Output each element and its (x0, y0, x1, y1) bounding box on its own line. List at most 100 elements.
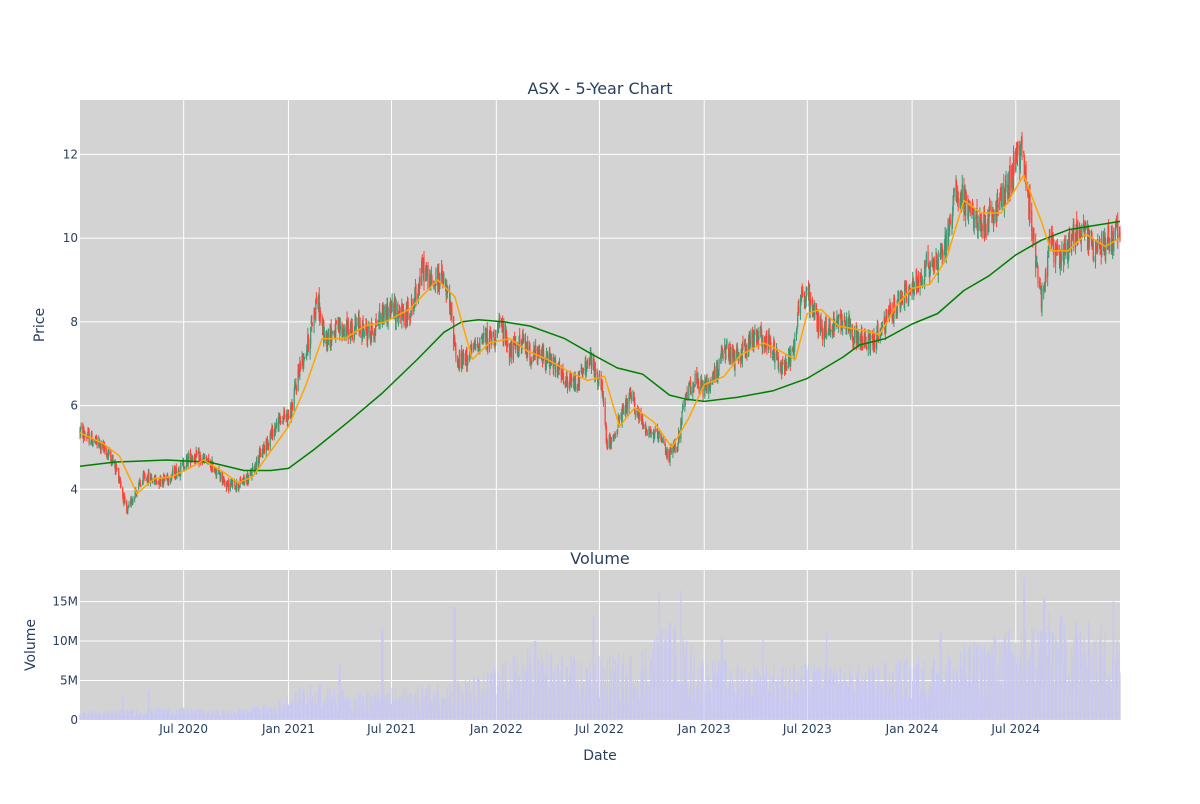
candle-body (605, 421, 607, 427)
candle-body (1068, 232, 1070, 259)
volume-bar (726, 689, 728, 720)
candle-body (156, 482, 158, 484)
candle-body (881, 323, 884, 329)
candle-body (1011, 165, 1013, 175)
volume-bar (254, 709, 257, 720)
volume-bar (566, 665, 569, 720)
volume-bar (1005, 648, 1007, 720)
volume-bar (590, 700, 593, 720)
candle-body (516, 342, 519, 350)
candle-body (973, 217, 975, 228)
candle-body (629, 390, 631, 394)
volume-bar (984, 654, 987, 720)
candle-body (1067, 258, 1069, 262)
volume-bar (622, 654, 624, 720)
candle-body (797, 315, 799, 327)
candle-body (134, 490, 136, 498)
candle-body (467, 357, 469, 361)
volume-bar (678, 690, 680, 720)
candle-body (924, 261, 926, 268)
volume-bar (925, 696, 927, 720)
candle-body (319, 311, 321, 318)
candle-body (313, 309, 315, 326)
volume-bar (295, 704, 298, 720)
candle-body (1004, 185, 1007, 202)
candle-body (987, 218, 989, 236)
candle-body (445, 279, 447, 290)
candle-body (139, 479, 141, 484)
candle-body (939, 247, 942, 260)
volume-bar (905, 658, 908, 720)
candle-body (718, 359, 720, 370)
volume-bar (598, 697, 601, 720)
volume-bar (668, 623, 671, 720)
candle-body (339, 325, 341, 331)
candle-body (1057, 244, 1059, 251)
volume-bar (550, 654, 553, 720)
candle-body (547, 351, 549, 363)
volume-bar (118, 711, 120, 720)
candle-body (654, 430, 656, 436)
candle-body (150, 474, 152, 482)
volume-bar (302, 689, 304, 720)
candle-body (1056, 247, 1058, 249)
candle-body (686, 391, 688, 398)
candle-body (875, 341, 877, 349)
candle-body (734, 357, 736, 370)
candle-body (303, 359, 305, 364)
volume-bar (189, 709, 192, 720)
candle-body (159, 483, 161, 485)
candle-body (390, 311, 393, 314)
volume-bar (355, 711, 357, 720)
volume-bar (593, 617, 595, 720)
candle-body (1049, 238, 1051, 245)
volume-y-tick-label: 0 (70, 713, 78, 727)
candle-body (770, 346, 772, 354)
volume-bar (192, 710, 194, 720)
candle-body (920, 273, 922, 278)
candle-body (134, 497, 136, 500)
candle-body (773, 342, 775, 361)
candle-body (385, 306, 387, 316)
candle-body (180, 462, 182, 473)
candle-body (976, 209, 978, 225)
candle-body (676, 447, 679, 452)
volume-bar (405, 688, 407, 720)
candle-body (466, 361, 468, 368)
candle-body (787, 354, 790, 367)
candle-body (370, 335, 372, 340)
candle-body (1007, 184, 1009, 199)
candle-body (1100, 244, 1102, 248)
volume-bar (721, 637, 724, 720)
candle-body (806, 287, 808, 290)
volume-bar (1040, 630, 1042, 720)
candle-body (637, 409, 639, 415)
candle-body (531, 360, 533, 364)
volume-bar (499, 675, 501, 720)
candle-body (371, 322, 373, 335)
candle-body (725, 350, 727, 359)
price-y-tick-label: 6 (70, 399, 78, 413)
candle-body (199, 456, 201, 462)
candle-body (397, 313, 399, 319)
candle-body (475, 344, 477, 347)
candle-body (202, 455, 205, 459)
candle-body (820, 318, 822, 328)
candle-body (1012, 156, 1015, 187)
candle-body (1079, 232, 1081, 234)
volume-bar (940, 633, 942, 720)
candle-body (1081, 225, 1083, 237)
candle-body (885, 315, 887, 327)
candle-body (240, 479, 242, 482)
candle-body (799, 299, 802, 313)
candle-body (513, 338, 515, 341)
candle-body (662, 440, 664, 443)
candle-body (682, 405, 684, 409)
candle-body (207, 458, 209, 462)
volume-bar (621, 664, 623, 720)
volume-bar (459, 699, 461, 720)
candle-body (234, 488, 237, 490)
candle-body (273, 429, 275, 438)
candle-body (925, 254, 927, 264)
volume-bar (764, 690, 766, 720)
